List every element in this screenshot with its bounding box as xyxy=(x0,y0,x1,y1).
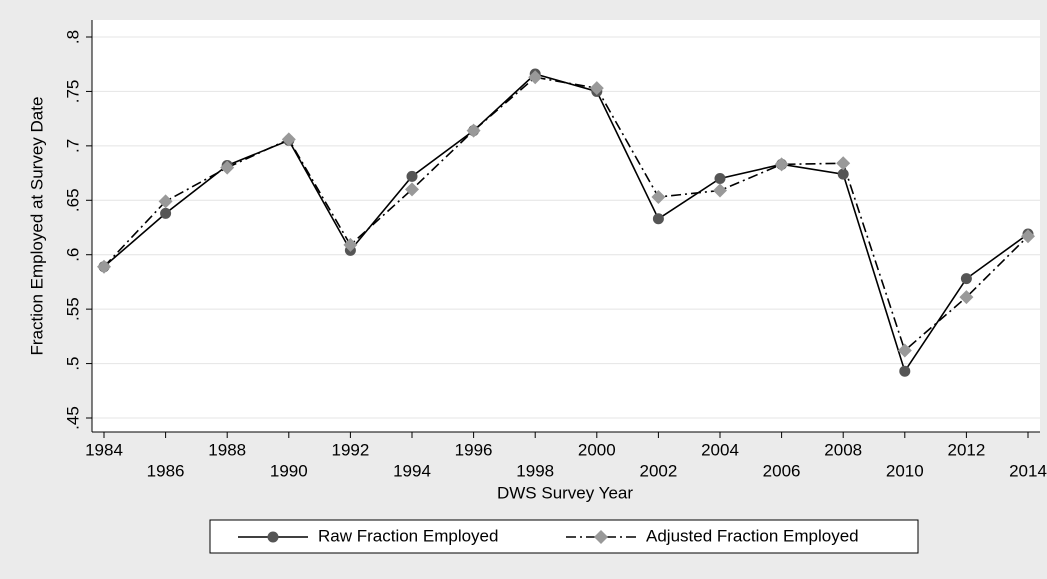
x-tick-label: 1986 xyxy=(147,461,185,480)
data-point xyxy=(343,237,358,252)
legend-label: Raw Fraction Employed xyxy=(318,526,498,545)
data-point xyxy=(713,183,727,198)
x-tick-label: 1998 xyxy=(516,461,554,480)
data-point xyxy=(1021,229,1035,244)
legend-marker xyxy=(267,531,279,543)
data-point xyxy=(405,182,419,197)
y-tick-label: .8 xyxy=(63,30,82,44)
x-tick-label: 2000 xyxy=(578,440,616,459)
data-point xyxy=(651,190,666,205)
x-tick-label: 2002 xyxy=(639,461,677,480)
data-point xyxy=(220,160,235,175)
y-tick-label: .55 xyxy=(63,297,82,321)
data-point xyxy=(652,213,664,225)
x-tick-label: 1984 xyxy=(85,440,123,459)
data-point xyxy=(158,194,173,209)
x-tick-label: 2008 xyxy=(824,440,862,459)
y-tick-label: .6 xyxy=(63,248,82,262)
x-tick-label: 1992 xyxy=(331,440,369,459)
data-point xyxy=(160,207,172,219)
data-point xyxy=(97,259,111,274)
y-tick-label: .65 xyxy=(63,188,82,212)
legend-label: Adjusted Fraction Employed xyxy=(646,526,859,545)
x-tick-label: 1990 xyxy=(270,461,308,480)
x-tick-label: 2006 xyxy=(763,461,801,480)
y-tick-label: .45 xyxy=(63,406,82,430)
data-point xyxy=(774,157,789,172)
data-point xyxy=(960,273,972,285)
x-tick-label: 2004 xyxy=(701,440,739,459)
plot-area xyxy=(92,20,1040,432)
x-tick-label: 1988 xyxy=(208,440,246,459)
legend-marker xyxy=(594,530,608,544)
data-point xyxy=(899,365,911,377)
x-tick-label: 2010 xyxy=(886,461,924,480)
legend xyxy=(209,519,919,554)
data-point xyxy=(528,70,543,85)
y-tick-label: .5 xyxy=(63,356,82,370)
x-tick-label: 1996 xyxy=(455,440,493,459)
x-tick-label: 2014 xyxy=(1009,461,1047,480)
x-tick-label: 1994 xyxy=(393,461,431,480)
y-axis-title: Fraction Employed at Survey Date xyxy=(27,97,46,356)
y-tick-label: .7 xyxy=(63,139,82,153)
x-tick-label: 2012 xyxy=(947,440,985,459)
data-point xyxy=(836,156,851,171)
data-point xyxy=(897,343,912,358)
x-axis-title: DWS Survey Year xyxy=(497,483,633,502)
data-point xyxy=(589,81,604,96)
data-point xyxy=(466,123,481,138)
data-point xyxy=(714,173,726,185)
data-point xyxy=(837,168,849,180)
data-point xyxy=(406,170,418,182)
y-tick-label: .75 xyxy=(63,80,82,104)
data-point xyxy=(281,132,296,147)
data-point xyxy=(959,290,974,305)
